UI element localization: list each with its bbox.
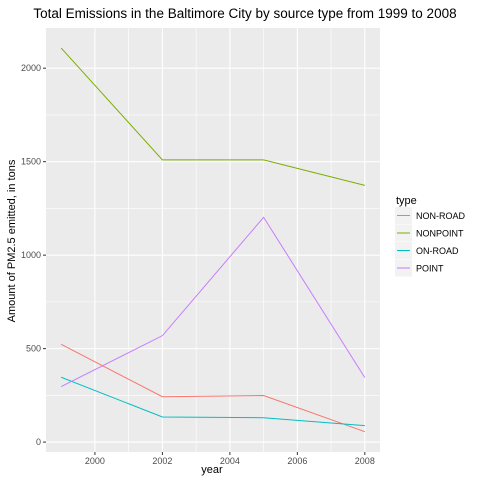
y-tick-label: 1000	[21, 250, 41, 260]
y-tick-label: 500	[26, 344, 41, 354]
x-tick-label: 2008	[355, 456, 375, 466]
legend-label: NONPOINT	[416, 229, 464, 239]
series-lines	[60, 47, 366, 433]
series-line-point	[60, 216, 366, 388]
y-axis: 0 500 1000 1500 2000	[21, 63, 46, 447]
series-line-on-road	[60, 376, 365, 427]
legend: type NON-ROAD NONPOINT ON-ROAD POINT	[395, 195, 465, 277]
x-axis: 2000 2002 2004 2006 2008	[85, 452, 375, 466]
y-tick-label: 0	[36, 437, 41, 447]
x-tick-label: 2004	[220, 456, 240, 466]
legend-label: NON-ROAD	[416, 211, 465, 221]
y-tick-label: 1500	[21, 157, 41, 167]
legend-label: ON-ROAD	[416, 246, 459, 256]
legend-label: POINT	[416, 264, 444, 274]
major-gridlines	[46, 28, 380, 452]
x-tick-label: 2006	[287, 456, 307, 466]
x-tick-label: 2002	[152, 456, 172, 466]
x-tick-label: 2000	[85, 456, 105, 466]
series-line-non-road	[60, 343, 365, 433]
y-axis-title: Amount of PM2.5 emitted, in tons	[6, 159, 18, 322]
series-line-nonpoint	[60, 47, 365, 186]
minor-gridlines	[46, 28, 380, 452]
x-axis-title: year	[201, 464, 223, 476]
plot-panel	[46, 28, 380, 452]
legend-title: type	[396, 195, 417, 207]
chart-title: Total Emissions in the Baltimore City by…	[33, 6, 456, 21]
y-tick-label: 2000	[21, 63, 41, 73]
